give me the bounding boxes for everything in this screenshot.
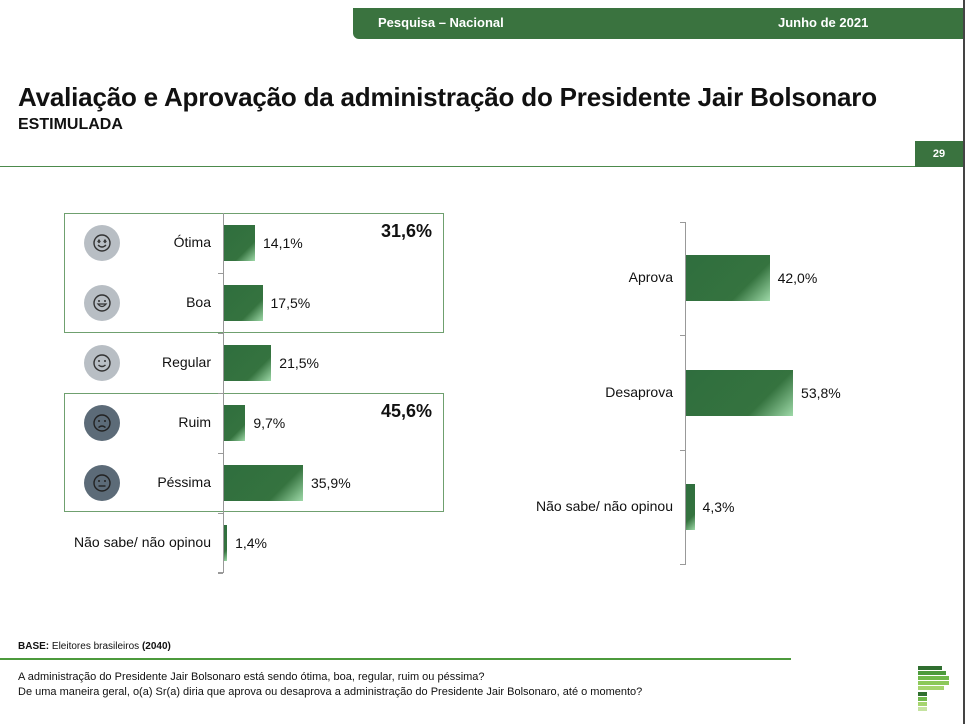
group-box-positive	[64, 213, 444, 333]
question-1: A administração do Presidente Jair Bolso…	[18, 671, 485, 683]
value-label: 21,5%	[279, 355, 319, 371]
base-label: BASE:	[18, 641, 50, 652]
value-label: 9,7%	[253, 415, 286, 431]
bar	[224, 345, 272, 381]
base-note: BASE: Eleitores brasileiros (2040)	[18, 641, 171, 652]
group-total-negative: 45,6%	[381, 401, 433, 421]
category-label: Regular	[161, 354, 211, 370]
value-label: 1,4%	[235, 535, 267, 551]
smiling-face-icon	[84, 285, 120, 321]
category-label: Aprova	[628, 269, 673, 285]
group-total-positive: 31,6%	[381, 221, 433, 241]
bar	[686, 484, 695, 530]
category-label: Desaprova	[605, 383, 673, 400]
window-edge	[963, 0, 965, 724]
page-number: 29	[915, 141, 963, 167]
category-label: Ótima	[173, 234, 211, 250]
page-title: Avaliação e Aprovação da administração d…	[18, 82, 877, 112]
bar	[686, 255, 770, 301]
title-divider	[0, 166, 915, 167]
bar	[224, 405, 246, 441]
axis-tick	[680, 335, 685, 336]
value-label: 14,1%	[263, 235, 303, 251]
left-chart-axis	[223, 213, 224, 573]
value-label: 42,0%	[777, 270, 818, 286]
survey-label: Pesquisa – Nacional	[378, 15, 504, 30]
group-box-negative	[64, 393, 444, 512]
bar	[224, 465, 303, 501]
date-label: Junho de 2021	[778, 15, 869, 30]
axis-tick	[218, 273, 223, 274]
axis-tick	[680, 449, 685, 451]
company-logo	[918, 666, 949, 711]
base-text: Eleitores brasileiros	[51, 641, 140, 652]
axis-tick	[218, 453, 223, 454]
axis-tick	[218, 513, 223, 514]
category-label: Não sabe/ não opinou	[74, 534, 211, 550]
axis-tick	[218, 573, 223, 574]
slight-smile-face-icon	[84, 345, 120, 381]
value-label: 53,8%	[801, 384, 841, 401]
value-label: 4,3%	[702, 499, 735, 515]
category-label: Boa	[186, 294, 211, 310]
heart-eyes-face-icon	[84, 225, 120, 261]
base-n: (2040)	[141, 641, 171, 652]
bar	[686, 369, 794, 416]
page-subtitle: ESTIMULADA	[18, 116, 123, 133]
axis-tick	[218, 572, 223, 573]
right-chart-axis	[685, 222, 686, 565]
frowning-face-icon	[84, 405, 120, 441]
bar	[224, 225, 256, 261]
value-label: 17,5%	[270, 295, 311, 311]
axis-tick	[218, 333, 223, 334]
bar	[224, 525, 228, 561]
value-label: 35,9%	[310, 475, 351, 491]
axis-tick	[680, 222, 685, 223]
category-label: Péssima	[157, 474, 211, 490]
category-label: Não sabe/ não opinou	[536, 498, 673, 514]
neutral-face-icon	[84, 465, 120, 501]
axis-tick	[218, 393, 223, 394]
header-bar: Pesquisa – Nacional Junho de 2021	[353, 8, 965, 39]
question-2: De uma maneira geral, o(a) Sr(a) diria q…	[18, 686, 643, 698]
category-label: Ruim	[178, 414, 211, 430]
axis-tick	[680, 564, 685, 565]
footer-divider	[0, 658, 791, 660]
bar	[224, 285, 263, 321]
